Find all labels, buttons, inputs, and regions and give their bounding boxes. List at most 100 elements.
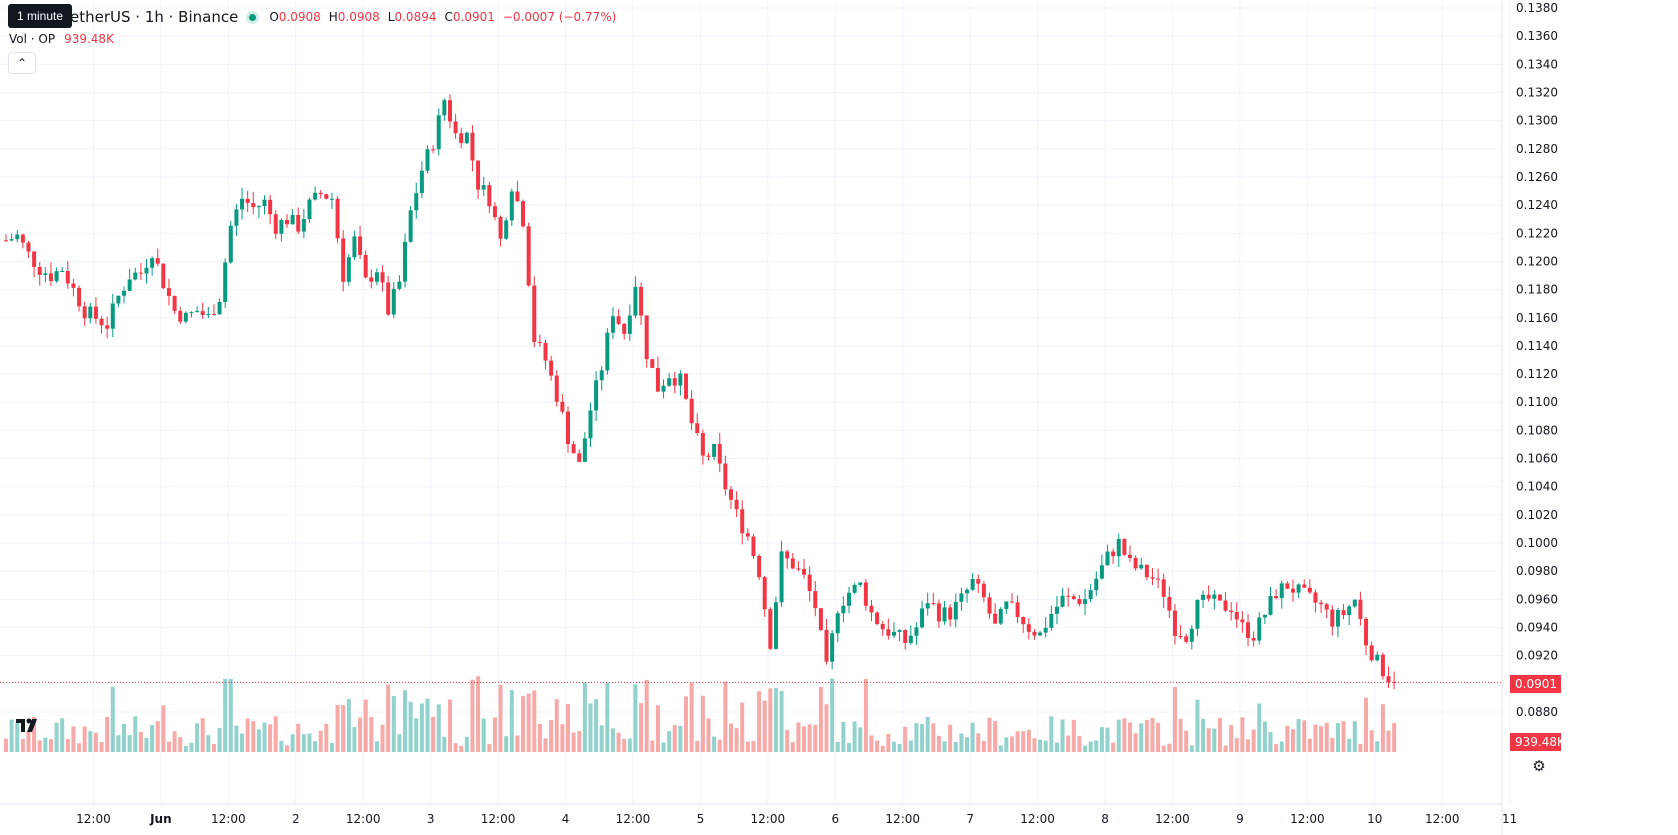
volume-bar bbox=[515, 735, 520, 752]
volume-label[interactable]: Vol · OP bbox=[9, 32, 56, 46]
time-tick-label: 12:00 bbox=[481, 812, 516, 826]
volume-bar bbox=[588, 703, 593, 752]
candle-body bbox=[1054, 606, 1059, 614]
price-tick-label: 0.0940 bbox=[1516, 621, 1558, 635]
candle-body bbox=[307, 199, 312, 219]
candle-body bbox=[346, 257, 351, 282]
tradingview-logo-icon[interactable] bbox=[14, 714, 42, 736]
volume-bar bbox=[1274, 744, 1279, 752]
time-tick-label: 12:00 bbox=[1020, 812, 1055, 826]
candle bbox=[1032, 629, 1037, 640]
ohlc-high: H0.0908 bbox=[328, 10, 380, 24]
candle bbox=[802, 559, 807, 579]
candle-body bbox=[1066, 595, 1071, 597]
candle-body bbox=[324, 194, 329, 199]
candle-body bbox=[993, 613, 998, 624]
volume-bar bbox=[414, 718, 419, 752]
volume-bar bbox=[526, 693, 531, 752]
candle-body bbox=[998, 608, 1003, 624]
price-tick-label: 0.1040 bbox=[1516, 480, 1558, 494]
volume-bar bbox=[1392, 723, 1397, 752]
candle-body bbox=[959, 593, 964, 602]
candle bbox=[1279, 580, 1284, 609]
candle-body bbox=[869, 605, 874, 613]
price-axis[interactable]: 0.1380 0.1360 0.1340 0.1320 0.1300 0.1280 0.12… bbox=[1516, 1, 1558, 719]
candle-body bbox=[1161, 579, 1166, 597]
candle bbox=[869, 599, 874, 622]
candle bbox=[200, 302, 205, 319]
candle-body bbox=[492, 206, 497, 217]
time-axis[interactable]: 12:00 Jun 12:00 2 12:00 3 12:00 4 12:00 5 12:00 6 12… bbox=[76, 812, 1517, 826]
candle-body bbox=[627, 315, 632, 334]
candle-body bbox=[1364, 618, 1369, 646]
volume-bar bbox=[863, 678, 868, 752]
volume-bar bbox=[852, 721, 857, 752]
candle-body bbox=[82, 306, 87, 319]
volume-bar bbox=[1094, 740, 1099, 752]
candle-body bbox=[920, 608, 925, 628]
candle-body bbox=[532, 285, 537, 343]
candle-body bbox=[796, 568, 801, 570]
candle bbox=[211, 304, 216, 316]
candle-body bbox=[464, 132, 469, 144]
volume-bar bbox=[1009, 736, 1014, 752]
candle bbox=[155, 248, 160, 267]
candle-body bbox=[436, 115, 441, 150]
candle bbox=[959, 587, 964, 611]
candle-body bbox=[1088, 590, 1093, 600]
candle-body bbox=[329, 198, 334, 200]
candle bbox=[560, 394, 565, 414]
volume-bar bbox=[768, 688, 773, 752]
candle bbox=[374, 268, 379, 286]
candle bbox=[886, 618, 891, 640]
candle-body bbox=[1285, 583, 1290, 589]
collapse-legend-button[interactable]: ⌃ bbox=[8, 52, 36, 74]
candle bbox=[178, 306, 183, 325]
time-tick-label: 8 bbox=[1101, 812, 1109, 826]
volume-bar bbox=[1178, 718, 1183, 752]
ohlc-low: L0.0894 bbox=[387, 10, 437, 24]
candle-body bbox=[1167, 596, 1172, 611]
candle bbox=[740, 500, 745, 545]
candle-body bbox=[1324, 604, 1329, 610]
volume-bar bbox=[1330, 737, 1335, 752]
candle-body bbox=[987, 597, 992, 614]
candle bbox=[875, 611, 880, 626]
volume-bar bbox=[1049, 716, 1054, 752]
candle bbox=[470, 125, 475, 172]
candle-body bbox=[380, 272, 385, 283]
volume-bar bbox=[566, 703, 570, 752]
volume-bar bbox=[740, 702, 745, 752]
candle bbox=[1184, 633, 1189, 644]
candle bbox=[639, 282, 644, 325]
candle-body bbox=[363, 254, 368, 278]
volume-bar bbox=[127, 735, 132, 752]
candle bbox=[1352, 599, 1357, 609]
volume-bar bbox=[43, 737, 48, 752]
volume-bar bbox=[195, 723, 200, 752]
settings-gear-icon[interactable]: ⚙ bbox=[1532, 758, 1546, 775]
volume-bar bbox=[234, 725, 239, 752]
volume-bar bbox=[672, 725, 677, 752]
symbol-legend: etherUS · 1h · Binance O0.0908 H0.0908 L… bbox=[8, 6, 624, 28]
candle-body bbox=[48, 273, 53, 282]
volume-bar bbox=[453, 743, 458, 752]
candle bbox=[650, 359, 655, 369]
volume-bar bbox=[824, 704, 829, 752]
candle bbox=[1341, 604, 1346, 620]
candle-body bbox=[560, 401, 565, 412]
candle-body bbox=[667, 378, 672, 386]
candle bbox=[835, 610, 840, 643]
price-tick-label: 0.1140 bbox=[1516, 339, 1558, 353]
candle bbox=[712, 443, 717, 461]
candle bbox=[537, 334, 542, 347]
time-tick-label: 10 bbox=[1367, 812, 1382, 826]
symbol-title[interactable]: etherUS · 1h · Binance bbox=[70, 8, 239, 26]
volume-bar bbox=[200, 718, 205, 752]
price-tick-label: 0.1020 bbox=[1516, 508, 1558, 522]
candle bbox=[931, 592, 936, 606]
volume-bar bbox=[88, 731, 93, 752]
volume-bar bbox=[920, 724, 925, 752]
candle bbox=[818, 608, 823, 632]
